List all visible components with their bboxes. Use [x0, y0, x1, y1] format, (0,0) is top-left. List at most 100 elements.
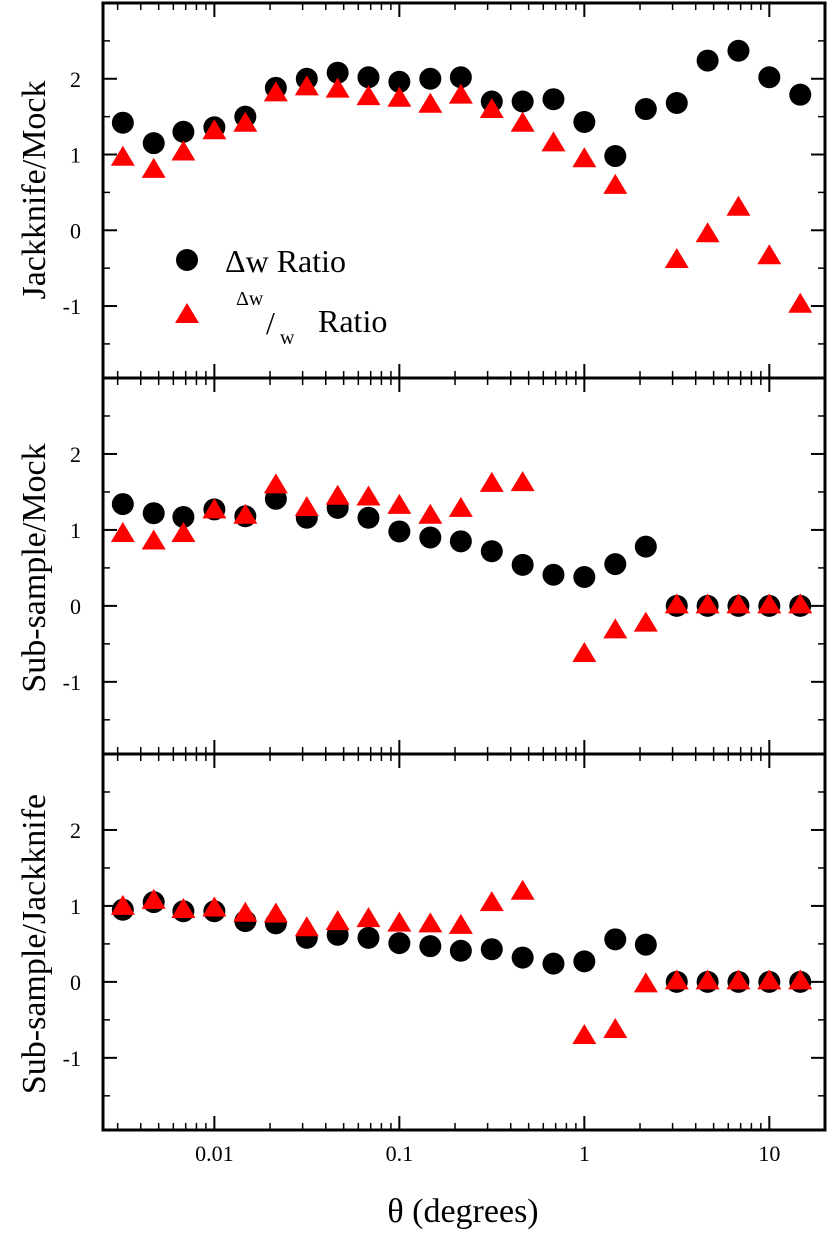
data-point-triangle [325, 910, 350, 931]
data-point-circle [357, 506, 380, 529]
data-point-triangle [233, 901, 258, 922]
data-point-circle [604, 553, 627, 576]
data-point-circle [511, 946, 534, 969]
data-point-triangle [202, 498, 227, 519]
data-point-circle [449, 66, 472, 89]
data-point-circle [388, 932, 411, 955]
data-point-triangle [572, 1024, 597, 1045]
data-point-triangle [387, 911, 412, 932]
data-point-triangle [788, 593, 813, 614]
data-point-triangle [356, 485, 381, 506]
x-tick-label: 1 [579, 1141, 590, 1166]
y-tick-label: 1 [70, 518, 81, 543]
data-point-triangle [603, 618, 628, 639]
data-point-circle [111, 111, 134, 134]
data-point-circle [172, 506, 195, 529]
data-point-triangle [633, 611, 658, 632]
y-tick-label: 2 [70, 442, 81, 467]
data-point-triangle [325, 484, 350, 505]
data-point-circle [511, 90, 534, 113]
data-point-triangle [263, 902, 288, 923]
data-point-circle [634, 535, 657, 558]
data-point-triangle [110, 894, 135, 915]
data-point-circle [357, 926, 380, 949]
legend: Δw Ratio Δw / w Ratio [175, 243, 387, 349]
data-point-circle [388, 70, 411, 93]
data-point-triangle [141, 157, 166, 178]
x-tick-label: 0.1 [386, 1141, 414, 1166]
data-point-triangle [325, 77, 350, 98]
panel-1 [101, 1, 827, 380]
data-point-circle [573, 110, 596, 133]
data-point-triangle [294, 75, 319, 96]
x-tick-label: 10 [758, 1141, 780, 1166]
legend-marker-triangle [175, 303, 199, 323]
data-point-triangle [141, 529, 166, 550]
legend-label-dww-ratio: Ratio [310, 303, 387, 339]
data-point-triangle [757, 969, 782, 990]
data-point-triangle [510, 111, 535, 132]
data-point-circle [419, 526, 442, 549]
data-point-circle [357, 66, 380, 89]
data-point-circle [604, 928, 627, 951]
data-point-triangle [788, 969, 813, 990]
y-tick-label: 2 [70, 67, 81, 92]
data-point-triangle [510, 471, 535, 492]
y-axis-title-subsample-jackknife: Sub-sample/Jackknife [16, 794, 53, 1094]
data-point-circle [480, 938, 503, 961]
data-point-triangle [263, 81, 288, 102]
data-point-circle [449, 530, 472, 553]
data-point-triangle [418, 92, 443, 113]
panel-frame [101, 752, 827, 1132]
panels-group [101, 1, 827, 1132]
data-point-circle [511, 553, 534, 576]
data-point-triangle [418, 912, 443, 933]
data-point-triangle [202, 119, 227, 140]
data-point-triangle [572, 641, 597, 662]
data-point-triangle [603, 1017, 628, 1038]
y-tick-label: 1 [70, 894, 81, 919]
data-point-circle [542, 88, 565, 111]
data-point-triangle [788, 292, 813, 313]
data-point-triangle [695, 222, 720, 243]
legend-label-dww-numerator: Δw [236, 288, 264, 310]
data-point-triangle [448, 83, 473, 104]
data-point-circle [172, 120, 195, 143]
data-point-circle [419, 935, 442, 958]
data-point-triangle [171, 897, 196, 918]
data-point-circle [604, 145, 627, 168]
data-point-circle [326, 61, 349, 84]
y-axis-title-jackknife-mock: Jackknife/Mock [16, 80, 53, 299]
data-point-triangle [695, 969, 720, 990]
data-point-triangle [263, 473, 288, 494]
data-point-triangle [726, 969, 751, 990]
data-point-triangle [726, 195, 751, 216]
y-tick-label: 1 [70, 143, 81, 168]
panel-3 [101, 752, 827, 1132]
legend-label-dww-denominator: w [280, 327, 295, 349]
data-point-triangle [110, 521, 135, 542]
data-point-triangle [541, 131, 566, 152]
data-point-triangle [479, 98, 504, 119]
panel-2 [101, 376, 827, 756]
data-point-triangle [448, 913, 473, 934]
y-tick-label: 0 [70, 218, 81, 243]
data-point-circle [634, 933, 657, 956]
data-point-triangle [110, 145, 135, 166]
data-point-triangle [633, 972, 658, 993]
data-point-triangle [510, 879, 535, 900]
data-point-triangle [757, 593, 782, 614]
data-point-circle [480, 540, 503, 563]
data-point-circle [388, 520, 411, 543]
data-point-triangle [664, 969, 689, 990]
legend-marker-circle [176, 249, 198, 271]
data-point-triangle [387, 86, 412, 107]
data-point-triangle [356, 907, 381, 928]
data-point-circle [634, 98, 657, 121]
data-point-triangle [356, 85, 381, 106]
data-point-triangle [171, 140, 196, 161]
data-point-circle [111, 493, 134, 516]
y-axis-title-subsample-mock: Sub-sample/Mock [16, 443, 53, 692]
y-tick-label: -1 [63, 670, 81, 695]
